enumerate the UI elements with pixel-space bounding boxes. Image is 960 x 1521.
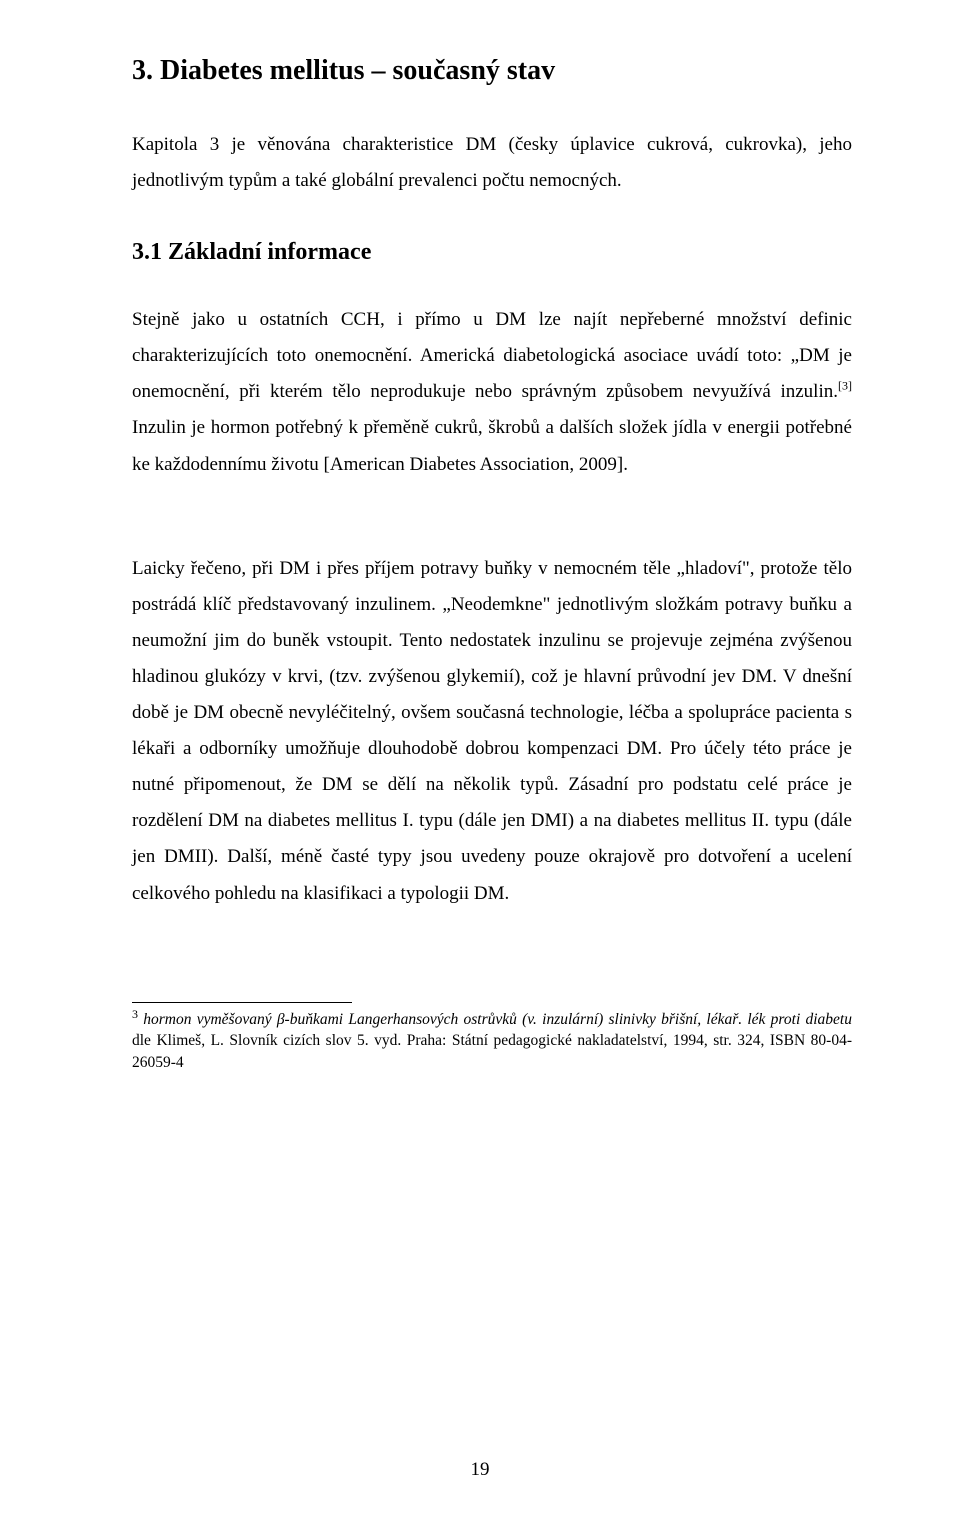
footnote-3: 3 hormon vyměšovaný β-buňkami Langerhans…	[132, 1009, 852, 1074]
footnote-italic-text: hormon vyměšovaný β-buňkami Langerhansov…	[138, 1011, 852, 1028]
para1-text-a: Stejně jako u ostatních CCH, i přímo u D…	[132, 309, 852, 402]
footnote-ref-3: [3]	[838, 379, 852, 393]
document-page: 3. Diabetes mellitus – současný stav Kap…	[0, 0, 960, 1521]
chapter-intro-paragraph: Kapitola 3 je věnována charakteristice D…	[132, 127, 852, 199]
body-paragraph-2: Laicky řečeno, při DM i přes příjem potr…	[132, 551, 852, 912]
body-paragraph-1: Stejně jako u ostatních CCH, i přímo u D…	[132, 302, 852, 482]
chapter-heading: 3. Diabetes mellitus – současný stav	[132, 55, 852, 87]
footnote-separator	[132, 1002, 352, 1003]
page-number: 19	[0, 1459, 960, 1481]
footnote-rest-text: dle Klimeš, L. Slovník cizích slov 5. vy…	[132, 1032, 852, 1071]
para1-text-b: Inzulin je hormon potřebný k přeměně cuk…	[132, 417, 852, 474]
section-heading: 3.1 Základní informace	[132, 239, 852, 266]
